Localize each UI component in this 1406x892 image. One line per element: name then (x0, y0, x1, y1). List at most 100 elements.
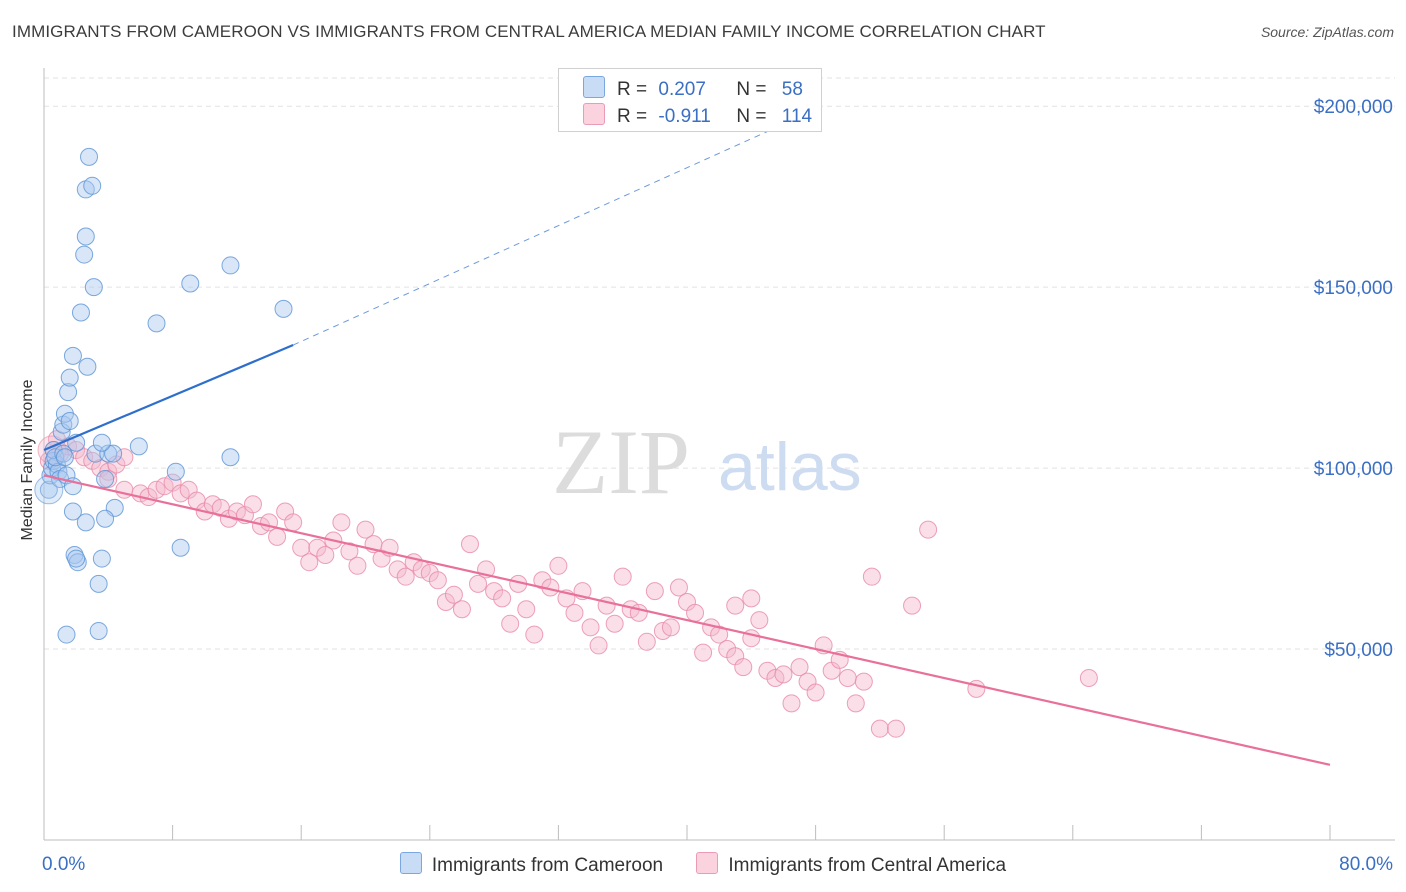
central-america-point-55 (460, 535, 479, 554)
central-america-point-39 (332, 513, 351, 532)
central-america-point-106 (886, 719, 905, 738)
central-america-point-108 (903, 596, 922, 615)
central-america-point-74 (613, 567, 632, 586)
cameroon-point-49 (274, 299, 293, 318)
central-america-point-80 (661, 618, 680, 637)
y-tick-label-2: $150,000 (1314, 278, 1393, 299)
trend-lines (43, 116, 1331, 766)
central-america-point-66 (549, 556, 568, 575)
central-america-point-81 (669, 578, 688, 597)
watermark: ZIP atlas (552, 411, 862, 513)
central-america-point-104 (854, 672, 873, 691)
y-axis-label: Median Family Income (19, 379, 36, 541)
central-america-point-60 (501, 614, 520, 633)
central-america-point-77 (637, 632, 656, 651)
bottom-legend: Immigrants from Cameroon Immigrants from… (0, 852, 1406, 877)
legend-row-central-america: R = -0.911 N = 114 (583, 103, 813, 127)
central-america-point-113 (742, 589, 761, 608)
central-america-point-40 (340, 542, 359, 561)
central-america-point-94 (774, 665, 793, 684)
central-america-point-70 (581, 618, 600, 637)
central-america-point-28 (243, 495, 262, 514)
central-america-point-86 (710, 625, 729, 644)
legend-r-label: R = (617, 106, 648, 127)
chart-source: Source: ZipAtlas.com (1260, 24, 1394, 40)
legend-row-cameroon: R = 0.207 N = 58 (583, 76, 803, 100)
bottom-legend-label-central-america: Immigrants from Central America (728, 855, 1007, 876)
cameroon-point-25 (76, 227, 95, 246)
cameroon-point-38 (86, 444, 105, 463)
central-america-point-31 (268, 527, 287, 546)
central-america-point-103 (846, 694, 865, 713)
watermark-atlas: atlas (718, 429, 862, 505)
central-america-point-41 (348, 556, 367, 575)
cameroon-point-37 (57, 625, 76, 644)
central-america-point-111 (1079, 669, 1098, 687)
cameroon-point-35 (89, 574, 108, 593)
central-america-point-63 (525, 625, 544, 644)
bottom-legend-item-central-america: Immigrants from Central America (696, 852, 1006, 877)
cameroon-point-19 (60, 368, 79, 387)
cameroon-point-23 (84, 278, 103, 297)
central-america-point-35 (300, 553, 319, 572)
central-america-point-34 (292, 538, 311, 557)
central-america-point-42 (356, 520, 375, 539)
central-america-point-95 (782, 694, 801, 713)
central-america-point-84 (694, 643, 713, 662)
central-america-point-83 (686, 603, 705, 622)
cameroon-point-50 (166, 462, 185, 481)
cameroon-point-27 (83, 176, 102, 195)
cameroon-point-45 (96, 509, 115, 528)
legend: R = 0.207 N = 58 R = -0.911 N = 114 (558, 68, 822, 132)
chart-title: IMMIGRANTS FROM CAMEROON VS IMMIGRANTS F… (12, 22, 1046, 41)
cameroon-point-43 (96, 469, 115, 488)
legend-n-label: N = (736, 79, 767, 100)
cameroon-point-29 (63, 502, 82, 521)
central-america-point-89 (734, 658, 753, 677)
central-america-point-91 (750, 611, 769, 630)
cameroon-point-42 (129, 437, 148, 456)
central-america-point-78 (645, 582, 664, 601)
central-america-point-112 (726, 596, 745, 615)
central-america-point-47 (396, 567, 415, 586)
x-tick-label-end: 80.0% (1339, 854, 1393, 875)
cameroon-point-47 (181, 274, 200, 293)
watermark-zip: ZIP (552, 411, 690, 513)
cameroon-point-40 (104, 444, 123, 463)
legend-swatch-central-america (583, 103, 605, 125)
legend-n-value-central-america: 114 (781, 106, 813, 127)
cameroon-point-21 (78, 357, 97, 376)
legend-n-value-cameroon: 58 (781, 79, 803, 100)
legend-swatch-cameroon (583, 76, 605, 98)
cameroon-point-22 (71, 303, 90, 322)
cameroon-point-33 (67, 549, 86, 568)
cameroon-point-0 (39, 480, 58, 499)
cameroon-point-46 (147, 314, 166, 333)
cameroon-point-cluster (34, 475, 64, 505)
legend-r-value-central-america: -0.911 (658, 106, 711, 127)
legend-r-value-cameroon: 0.207 (658, 79, 706, 100)
bottom-legend-swatch-cameroon (399, 852, 422, 874)
cameroon-point-41 (92, 433, 111, 452)
central-america-point-109 (862, 567, 881, 586)
cameroon-point-51 (171, 538, 190, 557)
cameroon-point-20 (63, 346, 82, 365)
cameroon-point-48 (221, 256, 240, 275)
central-america-point-37 (316, 545, 335, 564)
cameroon-point-36 (89, 621, 108, 640)
central-america-point-107 (919, 520, 938, 539)
cameroon-point-18 (59, 383, 78, 402)
cameroon-point-34 (92, 549, 111, 568)
central-america-point-62 (517, 600, 536, 619)
bottom-legend-swatch-central-america (696, 852, 719, 874)
bottom-legend-label-cameroon: Immigrants from Cameroon (431, 855, 664, 876)
central-america-point-56 (469, 574, 488, 593)
bottom-legend-item-cameroon: Immigrants from Cameroon (399, 852, 664, 877)
central-america-point-96 (790, 658, 809, 677)
y-tick-label-0: $50,000 (1324, 640, 1393, 661)
central-america-point-71 (589, 636, 608, 655)
central-america-point-105 (870, 719, 889, 738)
cameroon-points (34, 147, 293, 644)
cameroon-trend-line (43, 344, 294, 452)
